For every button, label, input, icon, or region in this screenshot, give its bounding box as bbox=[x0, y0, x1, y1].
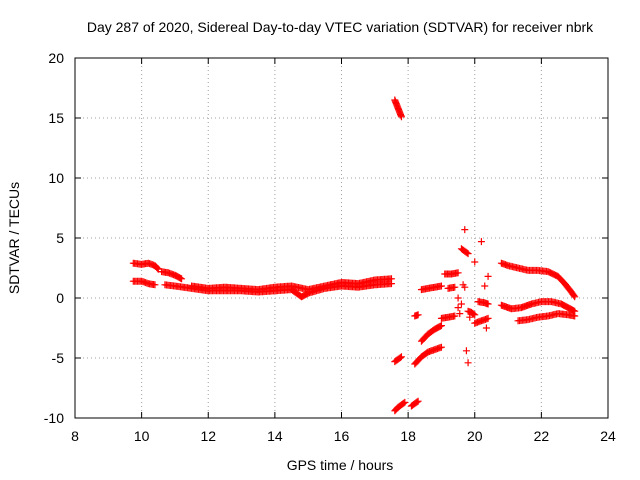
data-point bbox=[414, 311, 422, 319]
data-point bbox=[484, 272, 492, 280]
data-point bbox=[462, 347, 470, 355]
data-point bbox=[466, 313, 474, 321]
data-point bbox=[454, 269, 462, 277]
data-point bbox=[387, 275, 395, 283]
data-point bbox=[414, 397, 422, 405]
y-tick-label: 10 bbox=[48, 170, 64, 186]
data-point bbox=[151, 281, 159, 289]
x-tick-label: 10 bbox=[134, 428, 150, 444]
x-tick-label: 12 bbox=[200, 428, 216, 444]
data-point bbox=[454, 294, 462, 302]
data-point bbox=[413, 398, 421, 406]
data-point bbox=[437, 322, 445, 330]
data-point bbox=[437, 282, 445, 290]
x-tick-label: 14 bbox=[267, 428, 283, 444]
data-point bbox=[454, 304, 462, 312]
axis-ticks: 8 10 12 14 16 18 20 22 24 -10 -5 0 5 10 15 20 bbox=[44, 50, 616, 444]
x-tick-label: 22 bbox=[534, 428, 550, 444]
x-tick-label: 24 bbox=[600, 428, 616, 444]
x-axis-label: GPS time / hours bbox=[287, 457, 394, 473]
data-point bbox=[484, 300, 492, 308]
data-point bbox=[456, 310, 464, 318]
chart-title: Day 287 of 2020, Sidereal Day-to-day VTE… bbox=[87, 19, 594, 35]
data-point bbox=[437, 343, 445, 351]
data-point bbox=[571, 293, 579, 301]
data-point bbox=[484, 314, 492, 322]
data-point bbox=[481, 282, 489, 290]
y-tick-label: -5 bbox=[52, 350, 65, 366]
data-point bbox=[571, 312, 579, 320]
data-point bbox=[397, 113, 405, 121]
data-point bbox=[470, 310, 478, 318]
data-point bbox=[396, 354, 404, 362]
data-point bbox=[178, 275, 186, 283]
data-point bbox=[457, 300, 465, 308]
data-point bbox=[461, 226, 469, 234]
y-tick-label: 20 bbox=[48, 50, 64, 66]
data-point bbox=[471, 311, 479, 319]
x-tick-label: 18 bbox=[400, 428, 416, 444]
data-point bbox=[397, 353, 405, 361]
y-tick-label: 0 bbox=[56, 290, 64, 306]
data-points bbox=[129, 96, 579, 415]
data-point bbox=[482, 324, 490, 332]
data-point bbox=[464, 359, 472, 367]
y-tick-label: 5 bbox=[56, 230, 64, 246]
y-tick-label: -10 bbox=[44, 410, 64, 426]
data-point bbox=[459, 281, 467, 289]
data-point bbox=[153, 264, 161, 272]
x-tick-label: 20 bbox=[467, 428, 483, 444]
data-point bbox=[477, 238, 485, 246]
y-tick-label: 15 bbox=[48, 110, 64, 126]
data-point bbox=[471, 258, 479, 266]
data-point bbox=[451, 283, 459, 291]
data-point bbox=[400, 399, 408, 407]
data-point bbox=[401, 398, 409, 406]
y-axis-label: SDTVAR / TECUs bbox=[6, 182, 22, 294]
data-point bbox=[464, 250, 472, 258]
data-point bbox=[570, 292, 578, 300]
data-point bbox=[463, 249, 471, 257]
data-point bbox=[451, 312, 459, 320]
x-tick-label: 8 bbox=[71, 428, 79, 444]
x-tick-label: 16 bbox=[334, 428, 350, 444]
grid-lines bbox=[75, 58, 608, 418]
